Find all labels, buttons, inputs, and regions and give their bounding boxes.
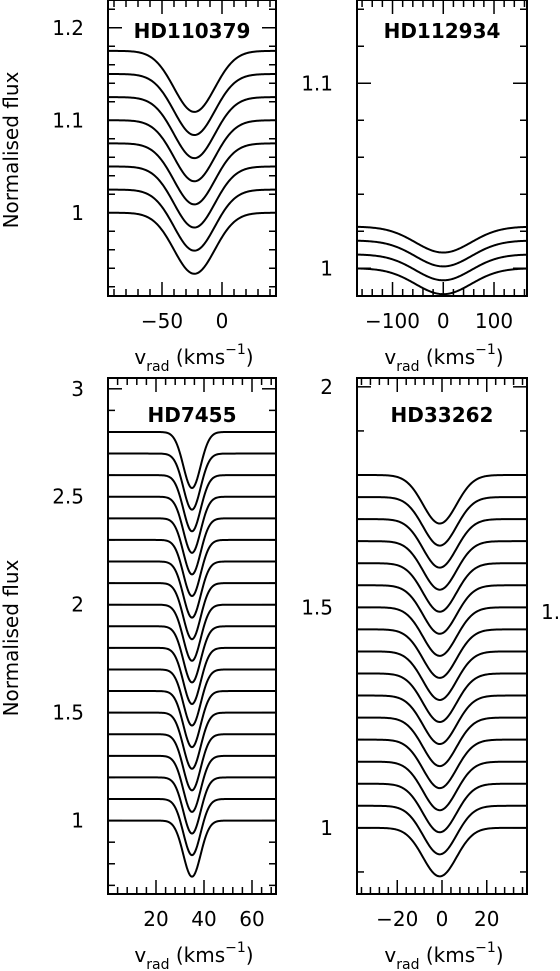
y-tick-label: 1.1 [52, 108, 84, 132]
y-axis-label: Normalised flux [0, 71, 23, 228]
x-tick-label: 20 [143, 907, 168, 931]
line-profile-series-7 [108, 73, 277, 137]
y-tick-label: 1.2 [52, 16, 84, 40]
line-profile-series-11 [357, 606, 527, 657]
line-profile-series-17 [357, 474, 527, 525]
x-tick-label: 40 [191, 907, 216, 931]
line-profile-series-8 [357, 672, 527, 724]
line-profile-series-13 [108, 560, 276, 619]
panel-4: 1 1.5 2 −20 0 20 vrad (kms−1) HD33262 [301, 375, 528, 971]
panel-1: 1 1.1 1.2 −50 0 vrad (kms−1) Normalised flux HD… [0, 0, 277, 375]
y-tick-label: 1 [320, 816, 333, 840]
x-tick-label: −50 [141, 309, 183, 333]
panel-3: 1 1.5 2 2.5 3 20 40 60 vrad (kms−1) Normalised fl… [0, 377, 277, 971]
line-profile-series-15 [357, 518, 527, 569]
x-tick-label: −100 [365, 309, 420, 333]
edge-cut-label: 1. [541, 600, 560, 624]
line-profile-series-3 [108, 776, 276, 835]
line-profile-series-6 [357, 716, 527, 768]
x-axis-label: vrad (kms−1) [134, 342, 253, 375]
line-profile-series-3 [108, 165, 277, 229]
line-profile-series-10 [357, 628, 527, 679]
line-profile-series-17 [108, 474, 276, 533]
line-profile-series-2 [356, 253, 528, 282]
panel-2: 1 1.1 −100 0 100 vrad (kms−1) HD112934 [301, 0, 528, 375]
panel-title: HD112934 [384, 19, 501, 43]
line-profile-series-6 [108, 96, 276, 160]
y-tick-label: 1.5 [52, 701, 84, 725]
y-tick-label: 1 [320, 256, 333, 280]
line-profile-series-16 [357, 496, 527, 547]
y-tick-label: 1 [71, 201, 84, 225]
x-axis-label: vrad (kms−1) [384, 342, 503, 375]
x-tick-label: 0 [436, 907, 449, 931]
plot-frame [107, 0, 277, 297]
plot-frame [107, 377, 277, 895]
x-axis-label: vrad (kms−1) [384, 940, 503, 971]
line-profile-series-2 [108, 188, 276, 252]
line-profile-series-7 [357, 694, 527, 746]
line-profile-series-1 [108, 819, 276, 878]
y-tick-label: 1 [71, 809, 84, 833]
x-tick-label: 60 [239, 907, 264, 931]
line-profile-series-8 [108, 668, 276, 727]
line-profile-series-4 [108, 142, 276, 206]
line-profile-series-1 [357, 826, 527, 878]
line-profile-series-4 [357, 760, 527, 812]
line-profile-series-14 [357, 540, 527, 591]
y-tick-label: 1.5 [301, 595, 333, 619]
line-profile-series-5 [108, 733, 276, 792]
line-profile-series-2 [108, 798, 276, 857]
plot-frame [356, 377, 528, 895]
panel-title: HD7455 [147, 403, 236, 427]
line-profile-series-1 [356, 267, 528, 296]
line-profile-series-3 [356, 239, 528, 268]
line-profile-series-9 [357, 650, 527, 701]
y-tick-label: 2.5 [52, 485, 84, 509]
line-profile-series-12 [108, 582, 276, 641]
y-tick-label: 2 [71, 593, 84, 617]
line-profile-series-15 [108, 517, 276, 576]
line-profile-series-2 [357, 804, 527, 856]
line-profile-series-18 [108, 452, 276, 511]
line-profile-series-5 [108, 119, 277, 183]
line-profile-series-9 [108, 646, 276, 706]
x-tick-label: 0 [437, 309, 450, 333]
line-profile-series-3 [357, 782, 527, 834]
line-profile-series-4 [356, 225, 528, 254]
line-profile-series-8 [108, 49, 276, 113]
line-profile-series-7 [108, 690, 276, 749]
line-profile-series-11 [108, 603, 276, 662]
x-axis-label: vrad (kms−1) [134, 940, 253, 971]
line-profile-series-13 [357, 562, 527, 613]
line-profile-series-5 [357, 738, 527, 790]
line-profile-series-6 [108, 711, 276, 770]
y-axis-label: Normalised flux [0, 559, 23, 716]
line-profile-series-4 [108, 754, 276, 814]
panel-title: HD110379 [134, 19, 251, 43]
line-profile-series-14 [108, 538, 276, 598]
y-tick-label: 3 [71, 377, 84, 401]
line-profile-series-1 [108, 211, 277, 275]
x-tick-label: 20 [474, 907, 499, 931]
x-tick-label: 100 [475, 309, 513, 333]
line-profile-series-19 [108, 430, 276, 490]
line-profile-series-16 [108, 495, 276, 554]
line-profile-series-10 [108, 625, 276, 684]
y-tick-label: 1.1 [301, 71, 333, 95]
plot-frame [356, 0, 528, 297]
x-tick-label: −20 [376, 907, 418, 931]
panel-title: HD33262 [391, 403, 494, 427]
line-profile-series-12 [357, 584, 527, 635]
y-tick-label: 2 [320, 375, 333, 399]
x-tick-label: 0 [216, 309, 229, 333]
